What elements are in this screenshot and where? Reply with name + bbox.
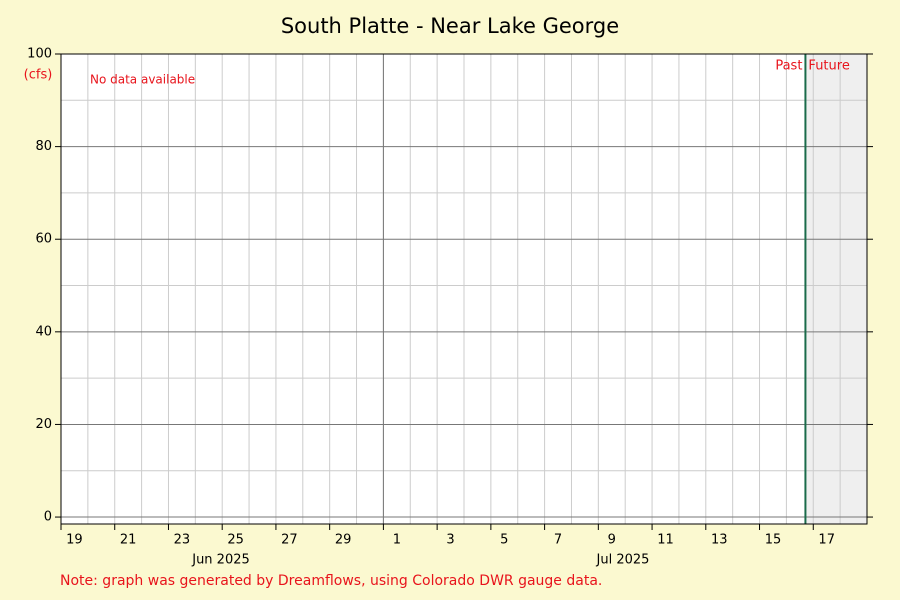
- y-unit: (cfs): [24, 68, 53, 83]
- x-tick-label: 29: [335, 533, 352, 548]
- y-tick-label: 40: [35, 324, 52, 339]
- x-tick-label: 19: [66, 533, 83, 548]
- x-tick-label: 7: [554, 533, 562, 548]
- x-tick-label: 27: [281, 533, 298, 548]
- future-region: [805, 54, 867, 524]
- x-tick-label: 5: [500, 533, 508, 548]
- y-tick-label: 100: [27, 47, 52, 62]
- x-tick-label: 25: [227, 533, 244, 548]
- y-tick-label: 20: [35, 417, 52, 432]
- x-tick-label: 17: [818, 533, 835, 548]
- x-tick-label: 21: [120, 533, 137, 548]
- y-tick-label: 0: [44, 510, 52, 525]
- plot-border: [60, 53, 868, 525]
- past-label: Past: [775, 59, 802, 74]
- x-tick-label: 11: [657, 533, 674, 548]
- x-tick-label: 23: [174, 533, 191, 548]
- note: Note: graph was generated by Dreamflows,…: [60, 573, 602, 589]
- month-label: Jul 2025: [596, 553, 650, 568]
- x-tick-label: 15: [765, 533, 782, 548]
- x-tick-label: 1: [393, 533, 401, 548]
- grid: [60, 53, 867, 524]
- x-tick-label: 3: [446, 533, 454, 548]
- y-tick-label: 80: [35, 139, 52, 154]
- future-label: Future: [808, 59, 849, 74]
- y-tick-label: 60: [35, 232, 52, 247]
- chart-title: South Platte - Near Lake George: [281, 14, 619, 38]
- x-tick-label: 9: [608, 533, 616, 548]
- x-tick-label: 13: [711, 533, 728, 548]
- month-label: Jun 2025: [191, 553, 250, 568]
- no-data-text: No data available: [90, 73, 195, 87]
